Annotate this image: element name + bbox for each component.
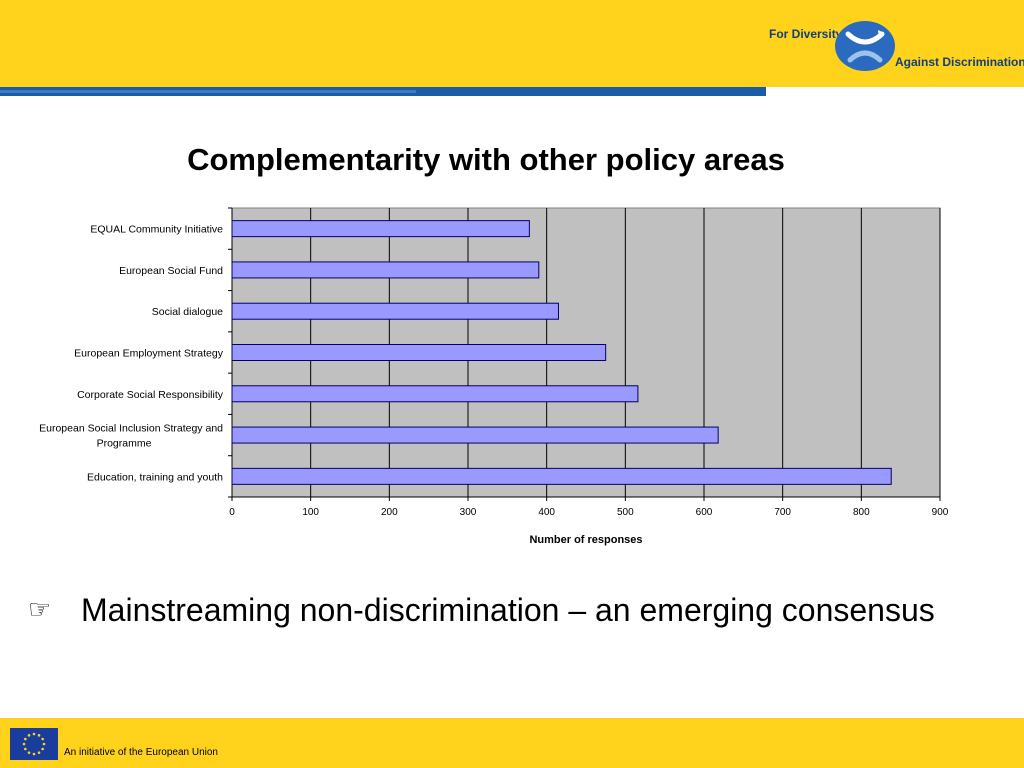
bar (231, 344, 607, 361)
x-tick-label: 200 (381, 507, 398, 518)
bullet-text: Mainstreaming non-discrimination – an em… (81, 592, 935, 628)
eu-star (24, 747, 27, 751)
eu-star (24, 737, 27, 741)
diversity-logo-icon (835, 21, 895, 71)
category-label: EQUAL Community Initiative (90, 224, 223, 236)
bar-chart: 0 100 200 300 400 500 600 700 800 900 EQUAL Commun… (39, 207, 949, 546)
x-tick-label: 0 (229, 507, 235, 518)
eu-star (22, 742, 26, 746)
category-label: European Social Inclusion Strategy and (39, 423, 223, 435)
x-tick-label: 500 (617, 507, 634, 518)
eu-star (41, 737, 44, 741)
eu-star (37, 734, 41, 737)
bar (231, 302, 559, 320)
x-tick-label: 100 (302, 507, 319, 518)
x-tick-label: 400 (538, 507, 555, 518)
x-tick-label: 800 (853, 507, 870, 518)
bar (231, 385, 639, 403)
footer-band: An initiative of the European Union (0, 718, 1024, 768)
eu-star (32, 752, 36, 756)
diversity-logo: For Diversity Against Discrimination (760, 14, 1024, 78)
logo-line-1: For Diversity (769, 27, 843, 41)
category-label: Education, training and youth (87, 471, 223, 483)
eu-star (27, 751, 31, 754)
eu-star (42, 742, 46, 746)
eu-star (27, 734, 31, 737)
x-axis-title: Number of responses (529, 534, 642, 546)
bar (231, 467, 892, 485)
eu-star (41, 747, 44, 751)
logo-line-2: Against Discrimination (895, 55, 1024, 69)
category-label: European Employment Strategy (74, 348, 224, 360)
category-label: European Social Fund (119, 265, 223, 277)
category-label: Social dialogue (152, 306, 223, 318)
x-tick-label: 600 (696, 507, 713, 518)
footer-text: An initiative of the European Union (64, 747, 218, 758)
eu-flag-icon (10, 728, 58, 760)
pointing-hand-icon: ☞ (28, 594, 52, 624)
eu-star (32, 732, 36, 736)
eu-star (37, 751, 41, 754)
header-divider-accent (0, 90, 416, 93)
x-tick-label: 300 (460, 507, 477, 518)
bar (231, 220, 530, 238)
category-label: Corporate Social Responsibility (77, 389, 224, 401)
category-label: Programme (97, 438, 152, 450)
x-tick-label: 900 (932, 507, 949, 518)
x-tick-label: 700 (774, 507, 791, 518)
bar (231, 261, 540, 279)
slide-title: Complementarity with other policy areas (187, 142, 785, 177)
bar (231, 426, 719, 444)
